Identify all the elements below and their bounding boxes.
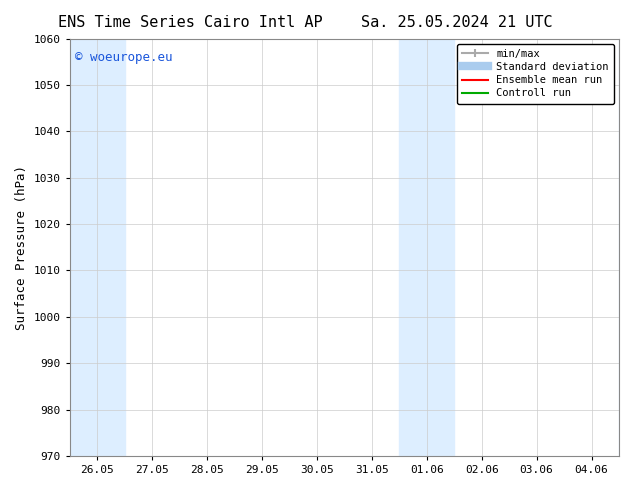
Text: Sa. 25.05.2024 21 UTC: Sa. 25.05.2024 21 UTC <box>361 15 552 30</box>
Y-axis label: Surface Pressure (hPa): Surface Pressure (hPa) <box>15 165 28 330</box>
Bar <box>399 39 454 456</box>
Bar <box>619 39 634 456</box>
Text: © woeurope.eu: © woeurope.eu <box>75 51 172 64</box>
Bar <box>70 39 124 456</box>
Legend: min/max, Standard deviation, Ensemble mean run, Controll run: min/max, Standard deviation, Ensemble me… <box>456 44 614 103</box>
Text: ENS Time Series Cairo Intl AP: ENS Time Series Cairo Intl AP <box>58 15 323 30</box>
